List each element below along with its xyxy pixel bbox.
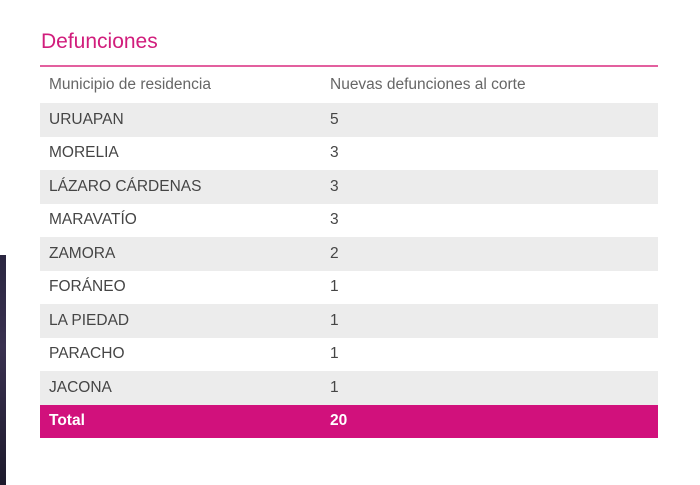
cell-defunciones: 1 [330, 345, 339, 363]
background-image-edge [0, 255, 6, 485]
cell-defunciones: 1 [330, 311, 339, 329]
total-label: Total [49, 412, 85, 429]
table-row: LÁZARO CÁRDENAS 3 [40, 170, 658, 204]
total-row: Total 20 [40, 404, 658, 438]
header-defunciones: Nuevas defunciones al corte [330, 76, 526, 93]
table-row: JACONA 1 [40, 371, 658, 405]
table-row: FORÁNEO 1 [40, 271, 658, 305]
cell-municipio: MORELIA [49, 144, 119, 162]
table-row: URUAPAN 5 [40, 103, 658, 137]
cell-defunciones: 3 [330, 177, 339, 195]
table-row: LA PIEDAD 1 [40, 304, 658, 338]
total-value: 20 [330, 412, 348, 429]
cell-defunciones: 5 [330, 110, 339, 128]
table-row: ZAMORA 2 [40, 237, 658, 271]
cell-municipio: URUAPAN [49, 110, 124, 128]
cell-defunciones: 3 [330, 144, 339, 162]
cell-municipio: PARACHO [49, 345, 125, 363]
defunciones-panel: Defunciones Municipio de residencia Nuev… [40, 26, 658, 438]
table-header: Municipio de residencia Nuevas defuncion… [40, 67, 658, 103]
cell-municipio: ZAMORA [49, 244, 116, 262]
cell-municipio: LÁZARO CÁRDENAS [49, 177, 202, 195]
cell-defunciones: 1 [330, 278, 339, 296]
cell-municipio: FORÁNEO [49, 278, 126, 296]
defunciones-table: Municipio de residencia Nuevas defuncion… [40, 67, 658, 438]
cell-municipio: MARAVATÍO [49, 211, 137, 229]
cell-municipio: JACONA [49, 378, 112, 396]
cell-defunciones: 2 [330, 244, 339, 262]
table-row: PARACHO 1 [40, 338, 658, 372]
cell-defunciones: 3 [330, 211, 339, 229]
section-title: Defunciones [41, 30, 158, 53]
title-divider [40, 65, 658, 67]
header-municipio: Municipio de residencia [49, 76, 211, 93]
cell-municipio: LA PIEDAD [49, 311, 130, 329]
table-row: MORELIA 3 [40, 137, 658, 171]
cell-defunciones: 1 [330, 378, 339, 396]
table-row: MARAVATÍO 3 [40, 204, 658, 238]
